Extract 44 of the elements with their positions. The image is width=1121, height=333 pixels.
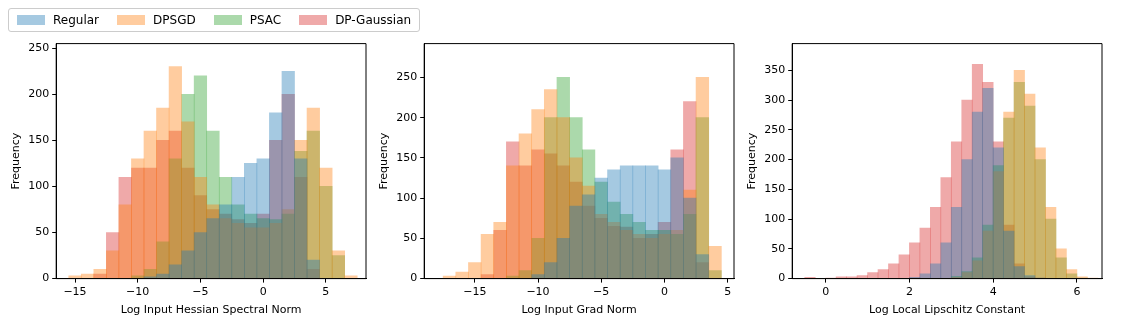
y-axis-title: Frequency: [745, 132, 759, 190]
y-tick-label: 200: [764, 152, 786, 166]
x-tick-label: 4: [989, 285, 997, 299]
y-axis-title: Frequency: [9, 132, 23, 190]
x-axis-title: Log Input Hessian Spectral Norm: [120, 303, 302, 317]
legend-label: DPSGD: [153, 13, 196, 27]
y-tick-label: 300: [764, 92, 786, 106]
x-tick-label: −10: [126, 285, 150, 299]
y-tick-label: 100: [28, 179, 50, 193]
x-tick-label: 0: [822, 285, 830, 299]
y-tick-label: 350: [764, 63, 786, 77]
x-tick-label: 0: [259, 285, 267, 299]
legend-label: Regular: [53, 13, 100, 27]
x-tick-label: 6: [1073, 285, 1081, 299]
y-tick-label: 200: [28, 87, 50, 101]
y-tick-label: 150: [764, 182, 786, 196]
y-axis-title: Frequency: [377, 132, 391, 190]
legend-label: DP-Gaussian: [335, 13, 412, 27]
x-tick-label: 5: [322, 285, 330, 299]
y-tick-label: 150: [28, 133, 50, 147]
y-tick-label: 50: [35, 225, 50, 239]
y-tick-label: 0: [410, 271, 418, 285]
y-tick-label: 0: [778, 271, 786, 285]
x-tick-label: 5: [724, 285, 732, 299]
x-tick-label: −15: [63, 285, 87, 299]
x-tick-label: −5: [593, 285, 610, 299]
x-tick-label: 0: [660, 285, 668, 299]
x-tick-label: −10: [526, 285, 550, 299]
y-tick-label: 50: [403, 231, 418, 245]
y-tick-label: 150: [396, 150, 418, 164]
y-tick-label: 250: [396, 70, 418, 84]
y-tick-label: 250: [28, 41, 50, 55]
legend-label: PSAC: [249, 13, 282, 27]
x-axis-title: Log Input Grad Norm: [521, 303, 637, 317]
y-tick-label: 100: [396, 190, 418, 204]
x-axis-title: Log Local Lipschitz Constant: [869, 303, 1026, 317]
y-tick-label: 0: [42, 271, 50, 285]
x-tick-label: −5: [192, 285, 209, 299]
x-tick-label: 2: [905, 285, 913, 299]
y-tick-label: 50: [771, 241, 786, 255]
y-tick-label: 100: [764, 211, 786, 225]
y-tick-label: 200: [396, 110, 418, 124]
y-tick-label: 250: [764, 122, 786, 136]
x-tick-label: −15: [463, 285, 487, 299]
